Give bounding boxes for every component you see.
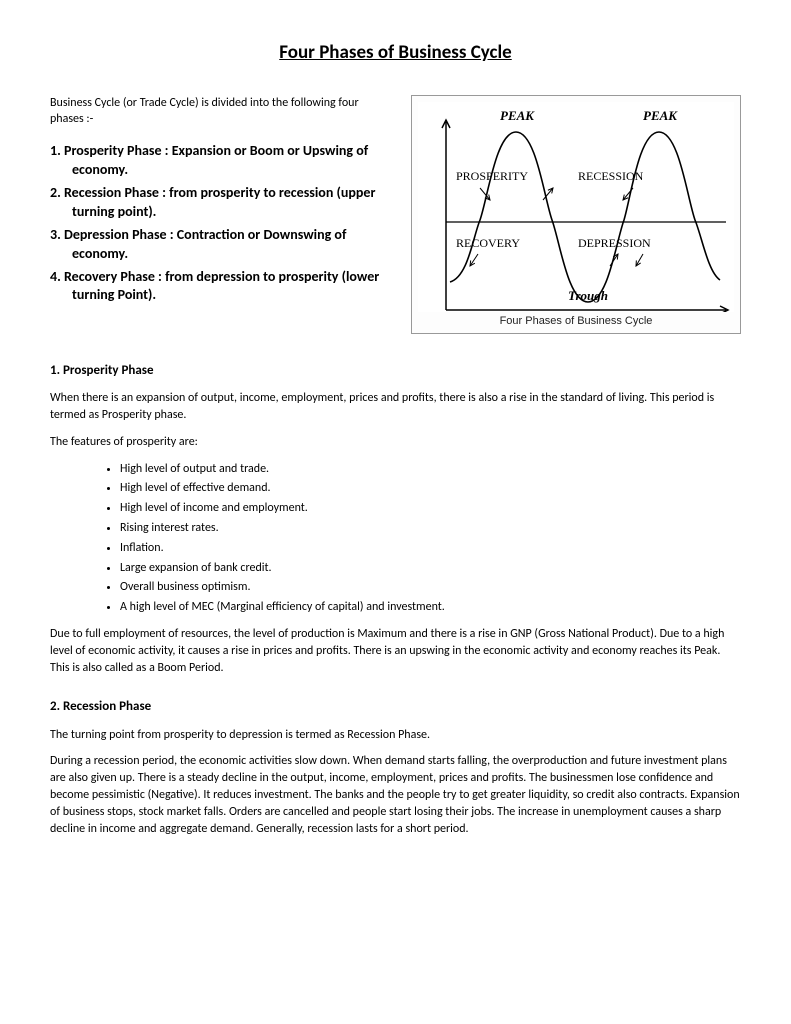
feature-item: High level of income and employment. (120, 500, 741, 517)
section-1-p1: When there is an expansion of output, in… (50, 390, 741, 424)
cycle-diagram-svg: PROSPERITY RECESSION RECOVERY DEPRESSION PEA… (418, 102, 734, 312)
intro-text: Business Cycle (or Trade Cycle) is divid… (50, 95, 395, 129)
phase-list: 1. Prosperity Phase : Expansion or Boom … (50, 142, 395, 305)
business-cycle-chart: PROSPERITY RECESSION RECOVERY DEPRESSION PEA… (411, 95, 741, 334)
feature-item: Overall business optimism. (120, 579, 741, 596)
section-prosperity: 1. Prosperity Phase When there is an exp… (50, 362, 741, 676)
top-section: Business Cycle (or Trade Cycle) is divid… (50, 95, 741, 334)
phase-item-4: 4. Recovery Phase : from depression to p… (50, 268, 395, 306)
phase-item-2: 2. Recession Phase : from prosperity to … (50, 184, 395, 222)
svg-text:DEPRESSION: DEPRESSION (578, 236, 651, 250)
feature-item: Rising interest rates. (120, 520, 741, 537)
chart-caption: Four Phases of Business Cycle (418, 314, 734, 329)
section-2-p2: During a recession period, the economic … (50, 753, 741, 837)
feature-item: High level of output and trade. (120, 461, 741, 478)
feature-item: High level of effective demand. (120, 480, 741, 497)
feature-item: A high level of MEC (Marginal efficiency… (120, 599, 741, 616)
svg-text:PEAK: PEAK (643, 108, 678, 123)
svg-text:PEAK: PEAK (500, 108, 535, 123)
feature-item: Inflation. (120, 540, 741, 557)
section-1-heading: 1. Prosperity Phase (50, 362, 741, 380)
feature-item: Large expansion of bank credit. (120, 560, 741, 577)
svg-text:Trough: Trough (568, 288, 608, 303)
left-column: Business Cycle (or Trade Cycle) is divid… (50, 95, 395, 310)
svg-text:PROSPERITY: PROSPERITY (456, 169, 528, 183)
svg-text:RECOVERY: RECOVERY (456, 236, 520, 250)
phase-item-3: 3. Depression Phase : Contraction or Dow… (50, 226, 395, 264)
svg-text:RECESSION: RECESSION (578, 169, 644, 183)
section-2-heading: 2. Recession Phase (50, 698, 741, 716)
page-title: Four Phases of Business Cycle (50, 40, 741, 67)
prosperity-features: High level of output and trade. High lev… (120, 461, 741, 616)
section-1-p2: The features of prosperity are: (50, 434, 741, 451)
section-recession: 2. Recession Phase The turning point fro… (50, 698, 741, 837)
section-1-p3: Due to full employment of resources, the… (50, 626, 741, 676)
phase-item-1: 1. Prosperity Phase : Expansion or Boom … (50, 142, 395, 180)
section-2-p1: The turning point from prosperity to dep… (50, 727, 741, 744)
